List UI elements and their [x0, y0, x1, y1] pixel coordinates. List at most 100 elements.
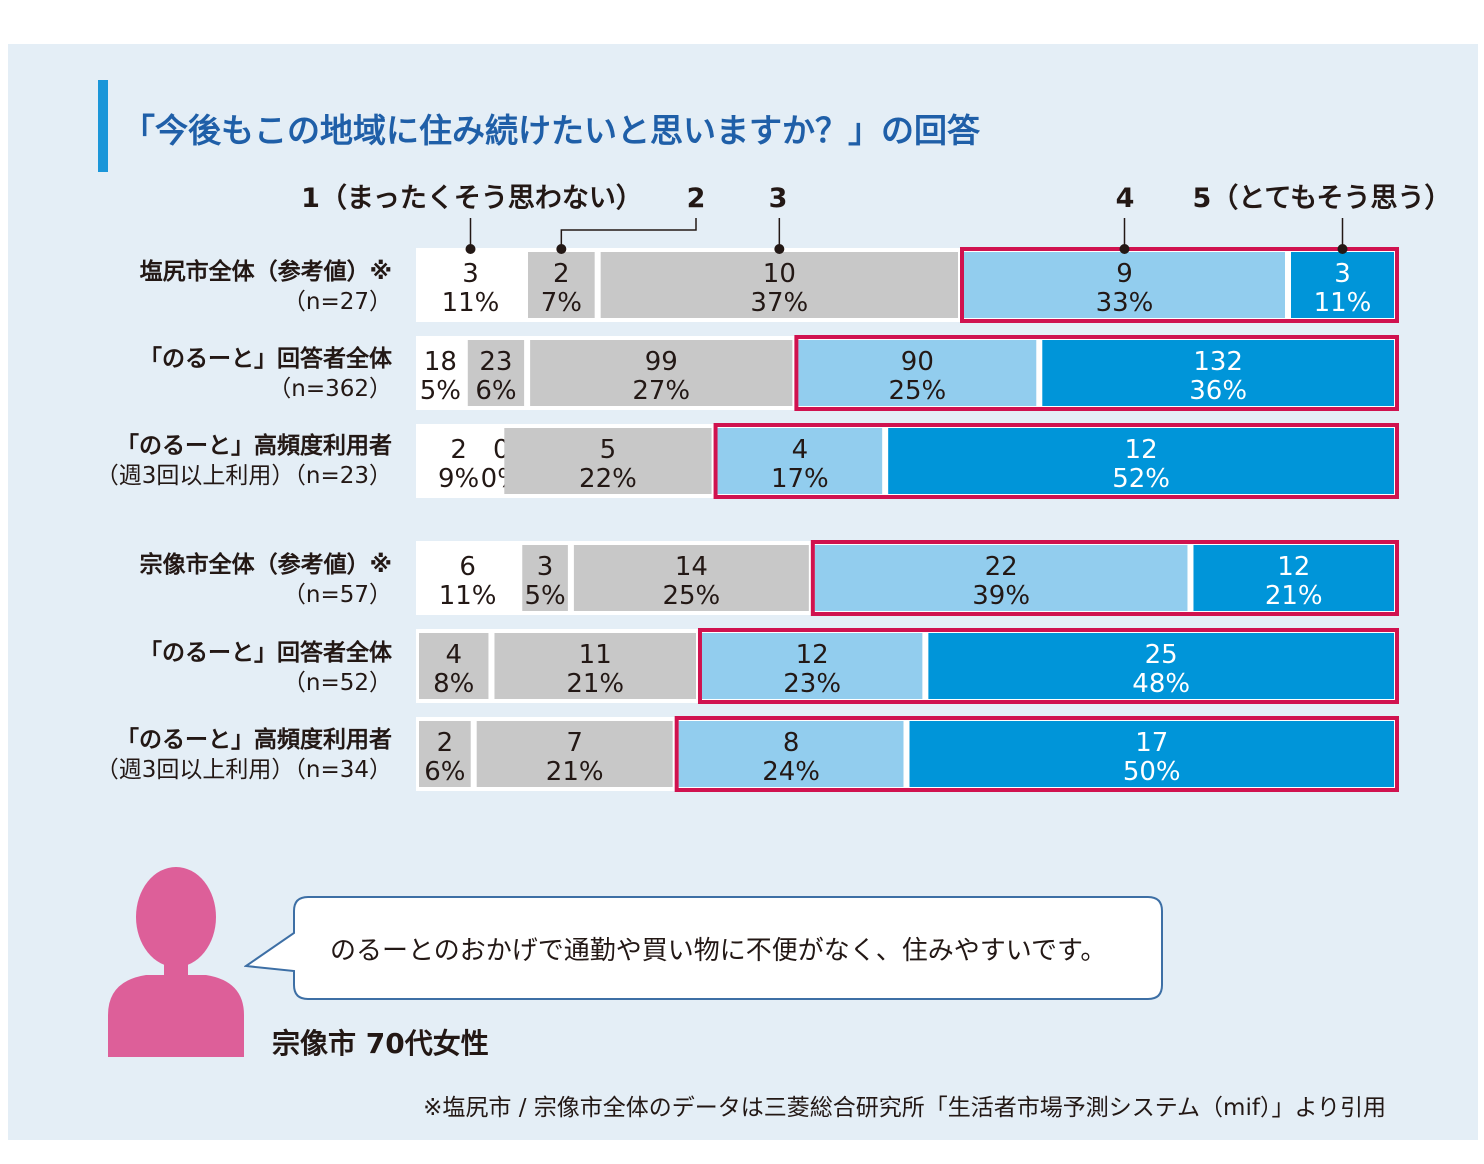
percent-label: 37% [750, 288, 808, 318]
row-label-title: 「のるーと」回答者全体 [139, 640, 392, 666]
percent-label: 25% [888, 376, 946, 406]
row-label-n: （n=362） [268, 376, 392, 402]
row-label-n: （週3回以上利用）（n=23） [95, 463, 392, 489]
count-label: 4 [792, 435, 809, 465]
count-label: 2 [553, 259, 570, 289]
count-label: 7 [566, 728, 583, 758]
percent-label: 39% [972, 581, 1030, 611]
count-label: 12 [796, 640, 829, 670]
highlight-box [697, 628, 1399, 704]
bar-segment [522, 545, 568, 611]
count-label: 99 [645, 347, 678, 377]
leader-dot [1119, 244, 1130, 254]
row-label-title: 「のるーと」高頻度利用者 [116, 433, 392, 459]
row-label-munakata-all: 宗像市全体（参考値）※ （n=57） [140, 550, 392, 610]
count-label: 8 [783, 728, 800, 758]
percent-label: 11% [442, 288, 500, 318]
percent-label: 22% [579, 464, 637, 494]
percent-label: 17% [771, 464, 829, 494]
bar-segment [701, 633, 923, 699]
row-label-n: （n=27） [282, 289, 392, 315]
row-label-munakata-heavy-users: 「のるーと」高頻度利用者 （週3回以上利用）（n=34） [96, 725, 392, 785]
count-label: 22 [985, 552, 1018, 582]
count-label: 12 [1125, 435, 1158, 465]
bar-segment [419, 721, 471, 787]
percent-label: 21% [546, 757, 604, 787]
row-label-title: 宗像市全体（参考値）※ [139, 552, 392, 578]
percent-label: 5% [524, 581, 565, 611]
percent-label: 7% [541, 288, 582, 318]
row-label-title: 「のるーと」回答者全体 [139, 346, 392, 372]
count-label: 14 [675, 552, 708, 582]
count-label: 17 [1135, 728, 1168, 758]
percent-label: 50% [1123, 757, 1181, 787]
count-label: 132 [1193, 347, 1243, 377]
percent-label: 27% [632, 376, 690, 406]
count-label: 10 [763, 259, 796, 289]
bar-segment [717, 428, 883, 494]
highlight-box [960, 247, 1399, 323]
testimonial-quote: のるーとのおかげで通勤や買い物に不便がなく、住みやすいです。 [330, 936, 1107, 966]
category-header: 2 [687, 183, 706, 214]
percent-label: 21% [566, 669, 624, 699]
count-label: 3 [537, 552, 554, 582]
count-label: 90 [901, 347, 934, 377]
row-label-shiojiri-respondents: 「のるーと」回答者全体 （n=362） [139, 344, 392, 404]
percent-label: 8% [433, 669, 474, 699]
bar-segment [1193, 545, 1394, 611]
bar-segment [573, 545, 809, 611]
bar-segment [678, 721, 904, 787]
highlight-box [713, 423, 1399, 499]
percent-label: 33% [1096, 288, 1154, 318]
percent-label: 11% [439, 581, 497, 611]
leader-dot [774, 244, 785, 254]
count-label: 25 [1145, 640, 1178, 670]
row-label-title: 「のるーと」高頻度利用者 [116, 727, 392, 753]
row-label-n: （n=57） [282, 582, 392, 608]
row-label-shiojiri-heavy-users: 「のるーと」高頻度利用者 （週3回以上利用）（n=23） [96, 431, 392, 491]
percent-label: 21% [1265, 581, 1323, 611]
category-header: 1（まったくそう思わない） [301, 183, 643, 214]
bar-segment [798, 340, 1037, 406]
percent-label: 11% [1314, 288, 1372, 318]
row-label-shiojiri-all: 塩尻市全体（参考値）※ （n=27） [140, 257, 392, 317]
person-icon [108, 867, 244, 1057]
bar-segment [528, 252, 595, 318]
bar-segment [600, 252, 958, 318]
category-header: 5（とてもそう思う） [1192, 183, 1451, 214]
percent-label: 6% [475, 376, 516, 406]
count-label: 18 [424, 347, 457, 377]
percent-label: 48% [1132, 669, 1190, 699]
count-label: 6 [459, 552, 476, 582]
leader-dot [556, 244, 567, 254]
bar-segment [964, 252, 1285, 318]
bar-segment [1291, 252, 1394, 318]
bar-segment [494, 633, 696, 699]
bar-segment [1042, 340, 1394, 406]
percent-label: 5% [420, 376, 461, 406]
count-label: 4 [445, 640, 462, 670]
category-header: 4 [1116, 183, 1135, 214]
bar-segment [467, 340, 525, 406]
bar-segment [888, 428, 1394, 494]
row-label-n: （週3回以上利用）（n=34） [95, 757, 392, 783]
count-label: 23 [479, 347, 512, 377]
row-label-munakata-respondents: 「のるーと」回答者全体 （n=52） [139, 638, 392, 698]
percent-label: 9% [438, 464, 479, 494]
leader-dot [465, 244, 476, 254]
leader-line [560, 218, 697, 249]
bar-segment [476, 721, 673, 787]
bar-segment [814, 545, 1188, 611]
highlight-box [674, 716, 1399, 792]
bar-segment [419, 633, 489, 699]
count-label: 9 [1116, 259, 1133, 289]
highlight-box [810, 540, 1399, 616]
title-accent-bar [98, 80, 108, 172]
leader-dot [1337, 244, 1348, 254]
bar-segment [530, 340, 793, 406]
category-header: 3 [769, 183, 788, 214]
count-label: 3 [1334, 259, 1351, 289]
count-label: 12 [1277, 552, 1310, 582]
source-note: ※塩尻市 / 宗像市全体のデータは三菱総合研究所「生活者市場予測システム（mif… [423, 1095, 1386, 1121]
